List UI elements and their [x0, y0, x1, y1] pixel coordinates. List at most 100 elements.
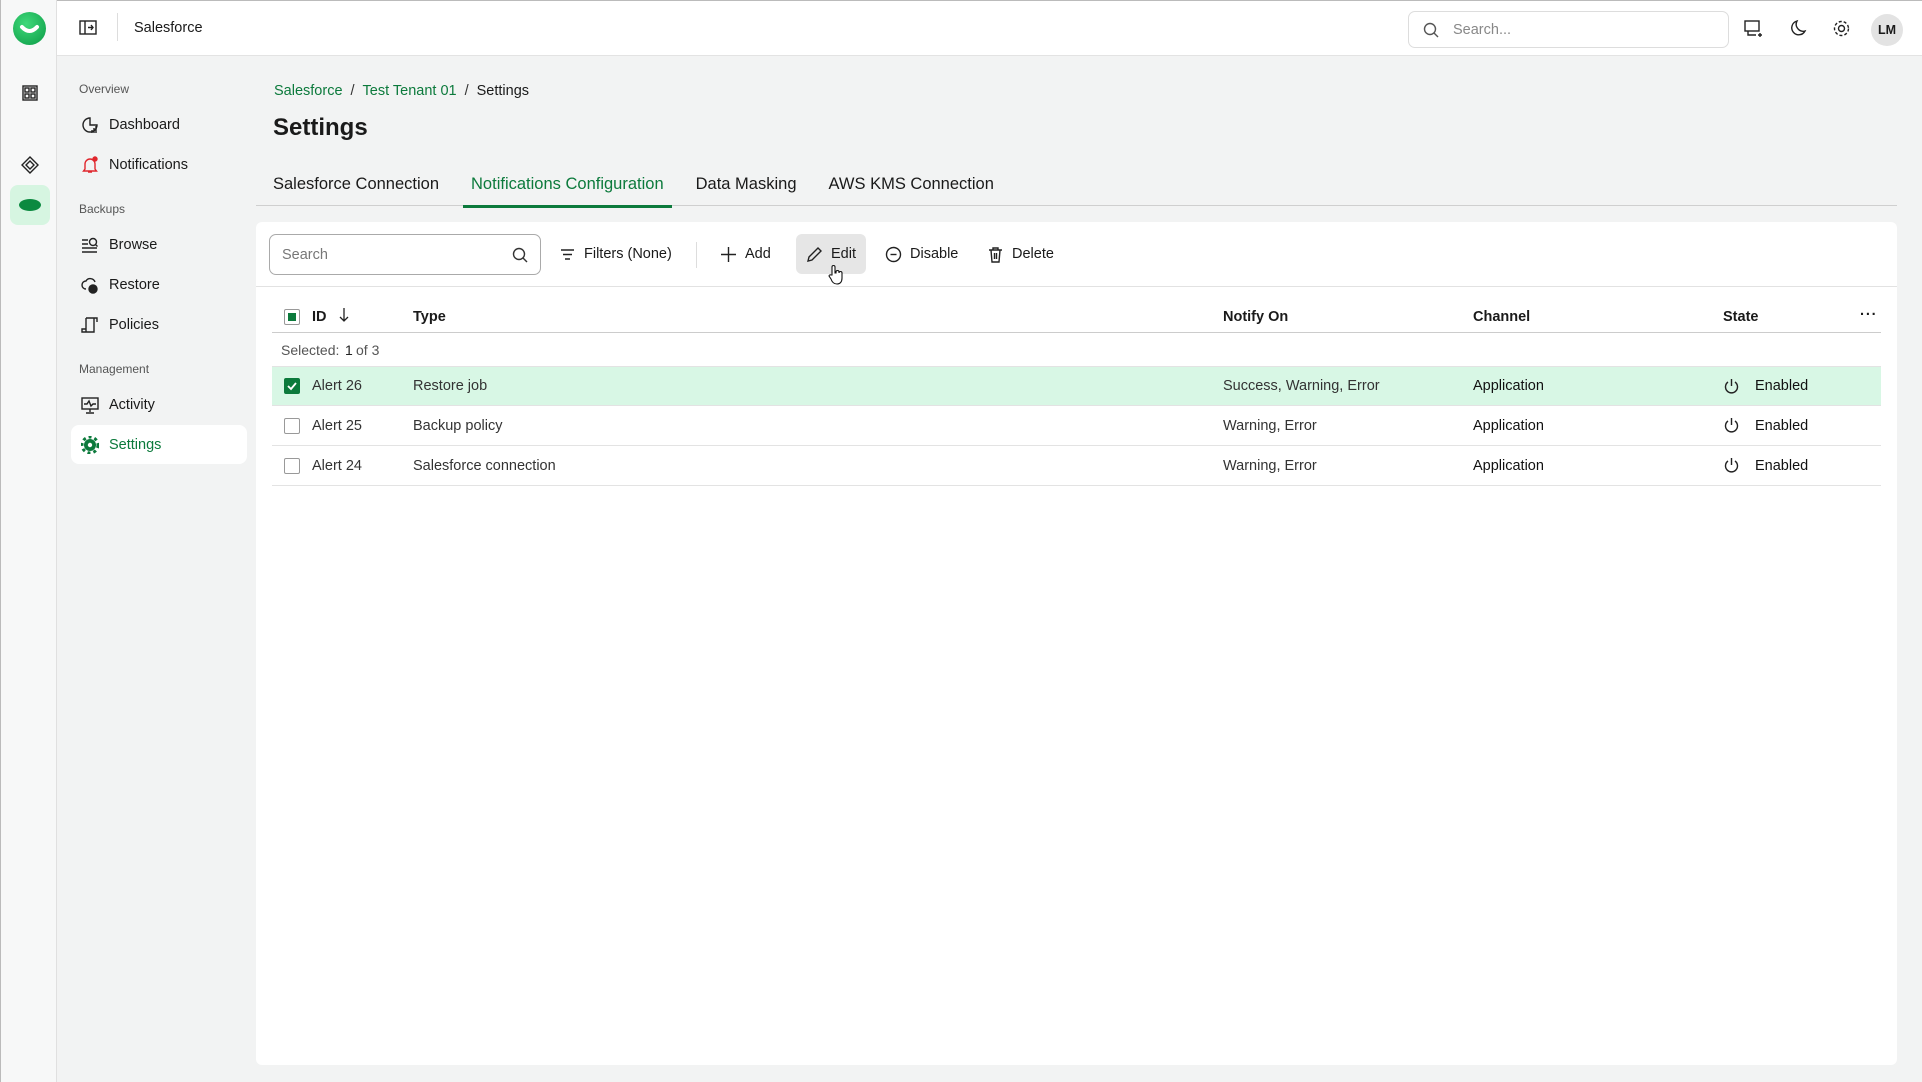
app-title: Salesforce — [134, 20, 203, 36]
cell-type: Restore job — [413, 378, 488, 394]
page-title: Settings — [273, 114, 368, 141]
table-header: ID Type Notify On Channel State ··· — [272, 301, 1881, 333]
delete-button[interactable]: Delete — [977, 234, 1064, 274]
chat-ai-icon[interactable] — [1744, 20, 1764, 42]
column-type[interactable]: Type — [413, 308, 446, 325]
table-row[interactable]: Alert 26 Restore job Success, Warning, E… — [272, 366, 1881, 406]
sidebar-item-notifications[interactable]: Notifications — [71, 145, 247, 184]
filters-button[interactable]: Filters (None) — [549, 234, 682, 274]
sidebar: Overview Dashboard Notifications Backups… — [57, 56, 247, 1082]
grid-icon[interactable] — [19, 82, 41, 104]
settings-gear-icon[interactable] — [1832, 19, 1851, 42]
hand-cursor-icon — [827, 264, 845, 290]
sidebar-item-dashboard[interactable]: Dashboard — [71, 105, 247, 144]
activity-icon — [81, 396, 99, 414]
cell-state: Enabled — [1755, 457, 1809, 474]
cell-channel: Application — [1473, 378, 1544, 394]
cell-id: Alert 25 — [312, 417, 362, 434]
add-button[interactable]: Add — [710, 234, 781, 274]
trash-icon — [989, 246, 1002, 263]
global-search-input[interactable]: Search... — [1408, 11, 1729, 48]
column-channel[interactable]: Channel — [1473, 308, 1531, 325]
sidebar-item-browse[interactable]: Browse — [71, 225, 247, 264]
restore-icon — [81, 277, 98, 294]
breadcrumb: Salesforce / Test Tenant 01/Settings — [274, 83, 530, 99]
row-checkbox[interactable] — [284, 417, 300, 434]
breadcrumb-current: Settings — [476, 83, 530, 99]
sidebar-item-restore[interactable]: Restore — [71, 265, 247, 304]
label: Delete — [1012, 246, 1054, 262]
sidebar-item-activity[interactable]: Activity — [71, 385, 247, 424]
sidebar-toggle-icon[interactable] — [79, 20, 97, 40]
pencil-icon — [807, 246, 822, 262]
cell-notify-on: Warning, Error — [1223, 417, 1317, 434]
sidebar-item-settings[interactable]: Settings — [71, 425, 247, 464]
row-checkbox[interactable] — [284, 378, 300, 394]
label: Browse — [109, 236, 158, 253]
policy-icon — [81, 316, 98, 333]
label: Restore — [109, 276, 160, 293]
cell-type: Backup policy — [413, 417, 503, 434]
cell-type: Salesforce connection — [413, 457, 556, 474]
column-notify-on[interactable]: Notify On — [1223, 308, 1289, 325]
label: Activity — [109, 396, 155, 413]
section-backups: Backups — [79, 202, 126, 216]
section-overview: Overview — [79, 82, 130, 96]
tab-notifications-configuration[interactable]: Notifications Configuration — [463, 170, 672, 208]
row-checkbox[interactable] — [284, 457, 300, 474]
app-logo — [13, 12, 46, 45]
label: Filters (None) — [584, 246, 672, 262]
table-search-input[interactable]: Search — [269, 234, 541, 275]
moon-icon[interactable] — [1789, 19, 1807, 41]
power-icon — [1723, 417, 1740, 438]
label: Dashboard — [109, 116, 180, 133]
cell-notify-on: Success, Warning, Error — [1223, 378, 1380, 394]
cell-state: Enabled — [1755, 417, 1809, 434]
search-icon — [512, 247, 528, 262]
cell-channel: Application — [1473, 417, 1544, 434]
cell-notify-on: Warning, Error — [1223, 457, 1317, 474]
label: Policies — [109, 316, 159, 333]
diamond-icon[interactable] — [19, 154, 41, 176]
sort-desc-icon[interactable] — [338, 307, 350, 327]
filter-icon — [561, 248, 574, 260]
tab-data-masking[interactable]: Data Masking — [695, 175, 797, 193]
tab-salesforce-connection[interactable]: Salesforce Connection — [273, 175, 440, 193]
column-state[interactable]: State — [1723, 308, 1759, 325]
app-rail — [0, 0, 57, 1082]
selected-label: Selected: — [281, 341, 340, 358]
select-all-checkbox[interactable] — [284, 309, 300, 325]
browse-icon — [82, 237, 98, 253]
label: Add — [745, 246, 771, 262]
search-placeholder: Search — [282, 246, 328, 263]
selected-count: 1 — [345, 341, 353, 358]
power-icon — [1723, 378, 1740, 399]
disable-button[interactable]: Disable — [875, 234, 968, 274]
breadcrumb-salesforce[interactable]: Salesforce — [274, 83, 343, 99]
top-bar: Salesforce Search... LM — [57, 0, 1922, 56]
tab-aws-kms-connection[interactable]: AWS KMS Connection — [828, 175, 994, 193]
tabs: Salesforce Connection Notifications Conf… — [256, 170, 1897, 208]
table-row[interactable]: Alert 24 Salesforce connection Warning, … — [272, 446, 1881, 486]
sidebar-item-policies[interactable]: Policies — [71, 305, 247, 344]
table-row[interactable]: Alert 25 Backup policy Warning, Error Ap… — [272, 406, 1881, 446]
cell-id: Alert 24 — [312, 457, 362, 474]
more-options-icon[interactable]: ··· — [1860, 307, 1878, 323]
breadcrumb-tenant[interactable]: Test Tenant 01 — [362, 83, 457, 99]
label: Disable — [910, 246, 959, 262]
column-id[interactable]: ID — [312, 308, 327, 325]
bell-icon — [82, 155, 98, 173]
edit-button[interactable]: Edit — [796, 234, 866, 274]
label: Settings — [109, 436, 162, 453]
avatar[interactable]: LM — [1871, 14, 1903, 46]
minus-circle-icon — [885, 246, 902, 262]
search-placeholder: Search... — [1453, 21, 1512, 38]
salesforce-app-button[interactable] — [10, 185, 50, 225]
search-icon — [1423, 22, 1439, 37]
selection-summary: Selected: 1 of 3 — [272, 333, 1881, 366]
plus-icon — [721, 246, 736, 262]
power-icon — [1723, 457, 1740, 478]
selected-total: of 3 — [356, 341, 380, 358]
alerts-panel: Search Filters (None) Add Edit Disable D… — [256, 222, 1897, 1065]
label: Notifications — [109, 156, 188, 173]
